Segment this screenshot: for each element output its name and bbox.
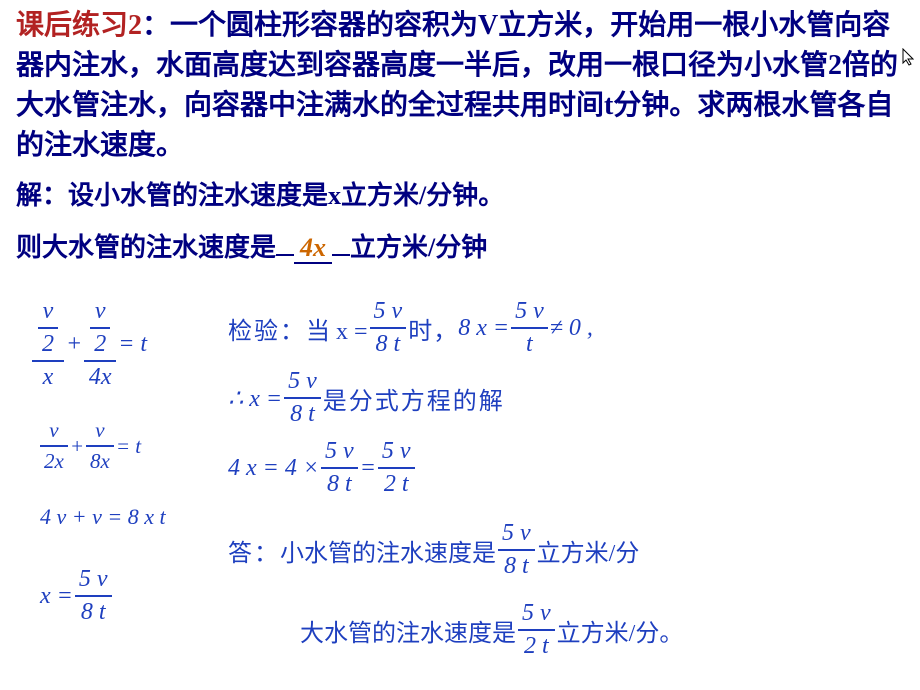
c4eq: = [360,455,376,482]
eq1-ol: x [32,364,64,391]
c4x: 4 x = 4 × [228,455,319,482]
answer-big-line: 大水管的注水速度是 5 v 2 t 立方米/分。 [300,600,685,660]
ans-label: 答： [228,533,280,568]
abn: 5 v [518,600,555,627]
equation-4: x = 5 v 8 t [40,566,114,626]
plus-1: + [66,331,82,358]
ans-unit-1: 立方米/分 [537,533,640,568]
solution-line-1: 解：设小水管的注水速度是x立方米/分钟。 [16,174,904,218]
check-8x: 8 x = [458,315,509,342]
problem-body: ：一个圆柱形容器的容积为V立方米，开始用一根小水管向容器内注水，水面高度达到容器… [16,10,898,161]
fill-answer: 4x [294,233,332,264]
eq4-lhs: x = [40,583,73,610]
answer-small-line: 答： 小水管的注水速度是 5 v 8 t 立方米/分 [228,520,639,580]
ans-unit-2: 立方米/分 [557,613,660,648]
c8-d: t [511,331,548,358]
check-tail: ≠ 0 , [550,315,593,342]
solution-line-2: 则大水管的注水速度是 4x 立方米/分钟 [16,226,904,270]
calc-4x-line: 4 x = 4 × 5 v 8 t = 5 v 2 t [228,438,417,498]
asn: 5 v [498,520,535,547]
tf-n: 5 v [284,368,321,395]
line2-suffix: 立方米/分钟 [350,233,487,262]
exercise-title: 课后练习2 [16,10,142,41]
asd: 8 t [498,553,535,580]
c4f2d: 2 t [378,471,415,498]
therefore-tail: 是分式方程的解 [323,381,505,416]
eq1-dl: 2 [38,331,58,358]
ans-period: 。 [659,613,685,648]
eq2-ln: v [40,418,68,443]
eq2-rd: 8x [86,449,114,474]
blank-right [332,254,350,256]
check-label: 检验： [228,311,306,346]
therefore-line: ∴ x = 5 v 8 t 是分式方程的解 [228,368,505,428]
eq4-n: 5 v [75,566,112,593]
eq1-rhs: = t [118,331,147,358]
c4f2n: 5 v [378,438,415,465]
page: 课后练习2：一个圆柱形容器的容积为V立方米，开始用一根小水管向容器内注水，水面高… [0,0,920,690]
c4f1n: 5 v [321,438,358,465]
check-when: 当 x = [306,311,368,346]
eq1-right-frac: v 2 4x [84,298,116,391]
eq1-left-frac: v 2 x [32,298,64,391]
c4f1d: 8 t [321,471,358,498]
eq1-or: 4x [84,364,116,391]
eq2-rhs: = t [116,434,141,459]
eq4-d: 8 t [75,599,112,626]
line2-prefix: 则大水管的注水速度是 [16,233,276,262]
check-line: 检验： 当 x = 5 v 8 t 时， 8 x = 5 v t ≠ 0 , [228,298,593,358]
ans-big: 大水管的注水速度是 [300,613,516,648]
eq2-rn: v [86,418,114,443]
equation-1: v 2 x + v 2 4x = t [30,298,147,391]
eq2-ld: 2x [40,449,68,474]
cf-d: 8 t [370,331,407,358]
abd: 2 t [518,633,555,660]
ans-small: 小水管的注水速度是 [280,533,496,568]
eq1-nl: v [38,298,58,325]
problem-statement: 课后练习2：一个圆柱形容器的容积为V立方米，开始用一根小水管向容器内注水，水面高… [16,6,904,166]
cursor-icon [902,48,914,66]
eq1-dr: 2 [90,331,110,358]
therefore: ∴ x = [228,384,282,413]
equation-3: 4 v + v = 8 x t [40,504,166,530]
eq1-nr: v [90,298,110,325]
check-mid: 时， [408,311,458,346]
blank-left [276,254,294,256]
tf-d: 8 t [284,401,321,428]
cf-n: 5 v [370,298,407,325]
equation-2: v2x + v8x = t [38,418,141,474]
c8-n: 5 v [511,298,548,325]
